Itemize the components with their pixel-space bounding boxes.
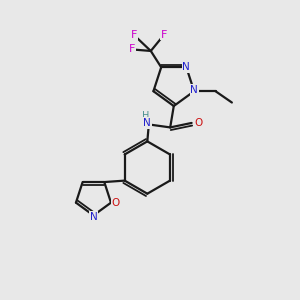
Text: N: N	[182, 62, 190, 72]
Text: N: N	[143, 118, 151, 128]
Text: N: N	[90, 212, 97, 222]
Text: H: H	[142, 110, 149, 121]
Text: N: N	[190, 85, 198, 95]
Text: F: F	[161, 30, 167, 40]
Text: F: F	[131, 31, 138, 40]
Text: O: O	[111, 198, 120, 208]
Text: O: O	[194, 118, 202, 128]
Text: F: F	[129, 44, 136, 55]
